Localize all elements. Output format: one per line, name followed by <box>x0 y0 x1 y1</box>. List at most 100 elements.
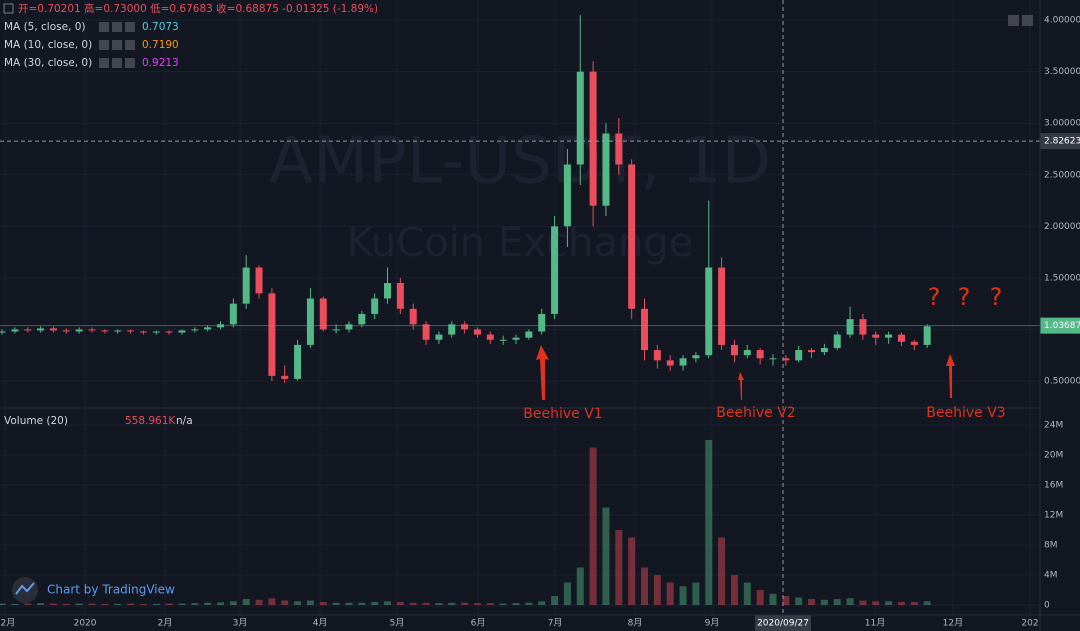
candle-body <box>281 375 289 379</box>
candle-body <box>730 344 738 356</box>
candle-body <box>576 71 584 165</box>
arrow <box>946 354 955 398</box>
indicator-value: 0.7073 <box>142 21 179 33</box>
x-tick-label: 3月 <box>233 618 248 629</box>
candle-body <box>127 330 135 332</box>
indicator-legend: MA (5, close, 0) 0.7073 MA (10, close, 0) 0… <box>4 21 179 69</box>
x-tick-label: 12月 <box>0 618 15 629</box>
candle-body <box>358 313 366 325</box>
x-tick-label: 6月 <box>471 618 486 629</box>
indicator-button[interactable] <box>99 58 109 68</box>
candle-body <box>602 133 610 206</box>
candle-body <box>589 71 597 206</box>
candle-body <box>422 324 430 340</box>
candle-body <box>641 308 649 351</box>
crosshair-label-bg <box>755 615 812 631</box>
candle-body <box>666 360 674 366</box>
candle-body <box>525 331 533 338</box>
candle-body <box>178 330 186 333</box>
candle-body <box>242 267 250 304</box>
candle-body <box>499 339 507 341</box>
x-tick-label: 4月 <box>313 618 328 629</box>
x-tick-label: 5月 <box>390 618 405 629</box>
candle-body <box>718 267 726 345</box>
y2-tick-label: 0 <box>1044 601 1050 611</box>
candle-body <box>473 329 481 335</box>
candle-body <box>910 341 918 345</box>
x-tick-label: 11月 <box>865 618 885 629</box>
scale-button[interactable] <box>1022 15 1033 26</box>
indicator-button[interactable] <box>125 40 135 50</box>
volume-extra: n/a <box>176 415 193 427</box>
y-tick-label: 3.00000 <box>1044 119 1080 129</box>
y-tick-label: 2.00000 <box>1044 222 1080 232</box>
candle-body <box>24 329 32 331</box>
y2-tick-label: 24M <box>1044 421 1063 431</box>
x-tick-label: 2020 <box>74 619 97 629</box>
indicator-name: MA (30, close, 0) <box>4 57 92 69</box>
x-tick-label: 7月 <box>548 618 563 629</box>
indicator-button[interactable] <box>99 40 109 50</box>
y-tick-label: 0.50000 <box>1044 376 1080 386</box>
candle-body <box>139 331 147 333</box>
candle-body <box>49 328 57 331</box>
candle-body <box>705 267 713 356</box>
candle-body <box>897 334 905 342</box>
crosshair-date: 2020/09/27 <box>757 619 809 629</box>
watermark-subtitle: KuCoin Exchange <box>347 220 694 266</box>
candle-body <box>294 344 302 379</box>
candle-body <box>512 337 520 340</box>
candle-body <box>743 350 751 356</box>
candle-body <box>62 330 70 332</box>
indicator-button[interactable] <box>125 58 135 68</box>
crosshair-price: 2.82623 <box>1044 137 1080 147</box>
candle-body <box>808 350 816 353</box>
candle-body <box>795 350 803 361</box>
indicator-button[interactable] <box>112 22 122 32</box>
candle-body <box>345 324 353 330</box>
indicator-button[interactable] <box>125 22 135 32</box>
arrow <box>536 345 549 400</box>
collapse-button[interactable] <box>3 3 14 14</box>
candle-body <box>756 350 764 359</box>
indicator-button[interactable] <box>99 22 109 32</box>
branding[interactable]: Chart by TradingView <box>47 583 175 597</box>
candle-body <box>332 329 340 331</box>
candle-body <box>75 329 83 332</box>
candle-body <box>268 293 276 376</box>
x-tick-label: 8月 <box>628 618 643 629</box>
annotation: ? <box>958 283 971 311</box>
scale-button[interactable] <box>1008 15 1019 26</box>
ohlc-legend: 开=0.70201 高=0.73000 低=0.67683 收=0.68875 … <box>18 2 378 15</box>
y-tick-label: 4.00000 <box>1044 16 1080 26</box>
candle-body <box>461 324 469 330</box>
candle-body <box>628 164 636 309</box>
candle-body <box>88 329 96 331</box>
candle-body <box>846 319 854 335</box>
candle-body <box>204 327 212 330</box>
candle-body <box>306 298 314 345</box>
x-tick-label: 12月 <box>943 618 963 629</box>
candle-body <box>319 298 327 330</box>
candle-body <box>538 313 546 332</box>
x-tick-label: 9月 <box>705 618 720 629</box>
arrow <box>738 372 744 400</box>
candle-body <box>615 133 623 165</box>
indicator-button[interactable] <box>112 58 122 68</box>
candle-body <box>692 355 700 359</box>
logo-icon <box>15 582 35 595</box>
y2-tick-label: 12M <box>1044 511 1063 521</box>
candle-body <box>435 334 443 340</box>
y2-tick-label: 8M <box>1044 541 1058 551</box>
candle-body <box>0 331 6 333</box>
y2-tick-label: 16M <box>1044 481 1063 491</box>
candle-body <box>101 330 109 332</box>
candle-body <box>152 331 160 333</box>
candle-body <box>255 267 263 294</box>
volume-value: 558.961K <box>125 415 176 427</box>
annotation: ? <box>928 283 941 311</box>
indicator-button[interactable] <box>112 40 122 50</box>
crosshair-label-bg <box>1040 133 1080 150</box>
